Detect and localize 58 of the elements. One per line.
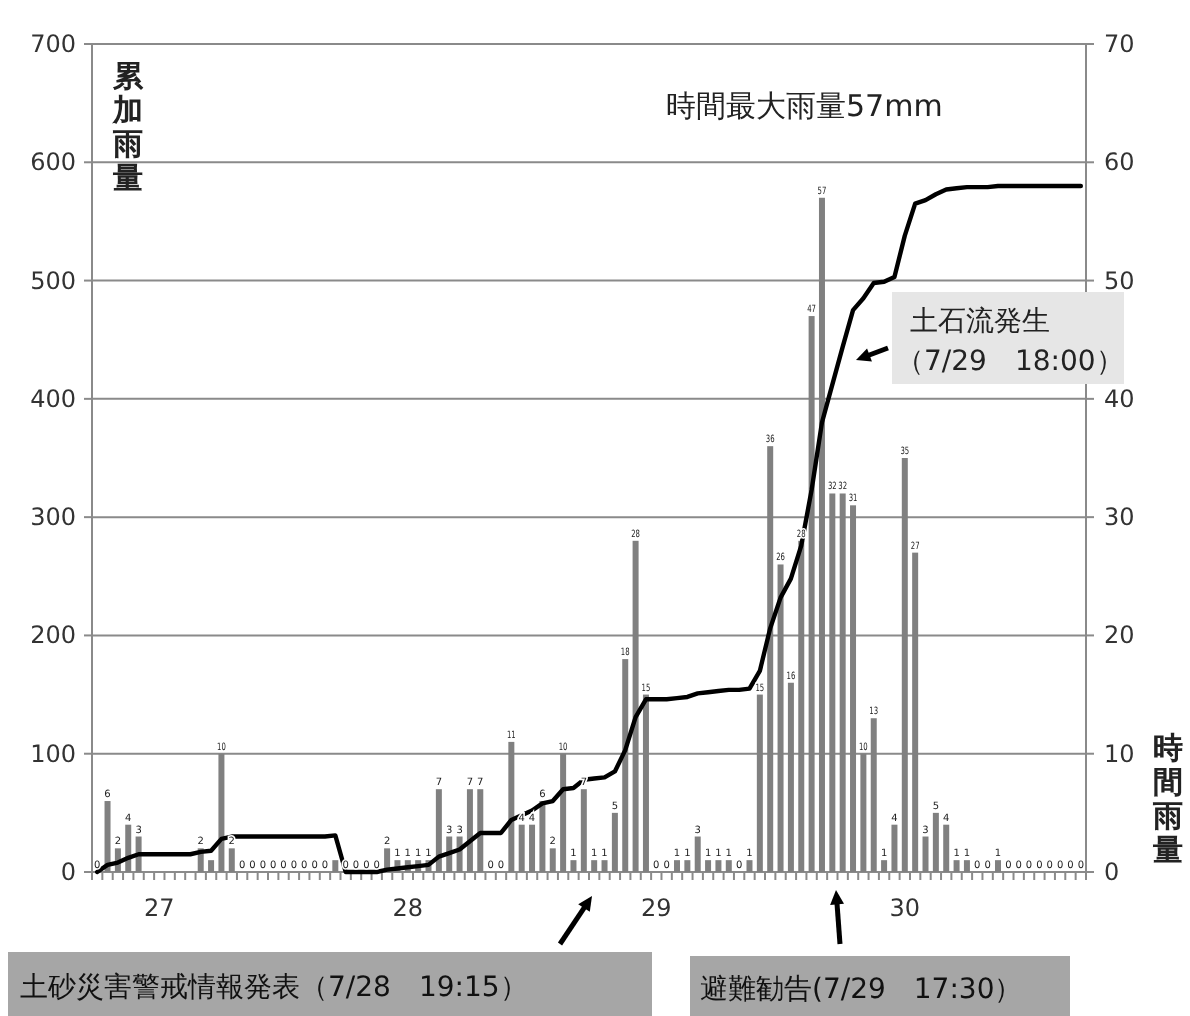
bar [943,824,950,872]
bar [694,836,701,872]
bar [953,860,960,872]
y2-tick-label: 30 [1104,503,1135,532]
y-tick-label: 0 [60,858,76,886]
y-tick-label: 400 [30,384,76,413]
y2-tick-label: 60 [1104,148,1135,177]
bar [725,860,732,872]
annotation: 時間最大雨量57mm [666,88,943,124]
bar [208,860,215,872]
bar [746,860,753,872]
bar [963,860,970,872]
annotation: （7/29 18:00） [896,346,1124,378]
y-tick-label: 300 [30,503,76,532]
annotation: 土石流発生 [910,306,1050,338]
bar [601,860,608,872]
bar [518,824,525,872]
bar [611,812,618,872]
y2-tick-label: 40 [1104,384,1135,413]
bar [684,860,691,872]
text: 土砂災害警戒情報発表（7/28 19:15） [20,972,528,1004]
y2-tick-label: 50 [1104,266,1135,295]
bar [674,860,681,872]
bar [591,860,598,872]
bar [539,801,546,872]
y2-tick-label: 20 [1104,621,1135,650]
bar [549,848,556,872]
y-tick-label: 700 [30,30,76,58]
y2-axis-title: 時間雨量 [1151,730,1183,868]
x-tick-label: 27 [144,894,175,922]
x-tick-label: 30 [889,894,921,922]
bar [705,860,712,872]
y2-tick-label: 0 [1104,858,1120,886]
y-tick-label: 600 [30,148,76,177]
y2-tick-label: 70 [1104,30,1135,58]
bar [466,789,473,872]
bar [570,860,577,872]
bar [477,789,484,872]
y-tick-label: 200 [30,621,76,650]
bar [891,824,898,872]
y-tick-label: 100 [30,739,76,768]
bar [881,860,888,872]
bar [529,824,536,872]
bar [332,860,339,872]
bar [994,860,1001,872]
bar [104,801,111,872]
bar [580,789,587,872]
x-tick-label: 29 [641,894,672,922]
bar [228,848,235,872]
bar [715,860,722,872]
bar [922,836,929,872]
bar [932,812,939,872]
bar [435,789,442,872]
y-tick-label: 500 [30,266,76,295]
text: 避難勧告(7/29 17:30） [700,974,1023,1006]
y2-tick-label: 10 [1104,739,1135,768]
x-tick-label: 28 [392,894,424,922]
y-axis-title: 累加雨量 [111,58,145,196]
